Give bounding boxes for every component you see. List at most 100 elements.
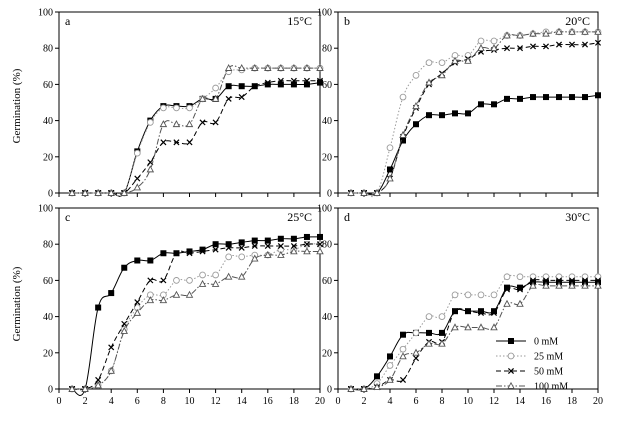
panel-b-series-3-point-16-stroke-b: [542, 43, 550, 50]
panel-d-series-4-point-6: [412, 348, 420, 356]
panel-c-ytick-label-1: 20: [43, 348, 53, 359]
panel-c-series-3-point-13-stroke-b: [225, 244, 232, 251]
panel-d-ytick-label-5: 100: [317, 204, 332, 215]
panel-b-series-1-point-8: [438, 112, 445, 119]
panel-a-series-4-point-12: [211, 94, 220, 102]
panel-c-series-4-point-14: [237, 272, 246, 280]
panel-c-series-1-point-7: [147, 257, 154, 264]
panel-b-series-4-point-11: [477, 44, 485, 52]
panel-c-series-3-point-20-stroke-b: [316, 241, 324, 248]
panel-c-series-3-point-9: [173, 250, 180, 257]
panel-a-series-3-point-17-stroke-b: [277, 77, 284, 84]
panel-a-series-3-point-13-stroke-b: [225, 95, 232, 102]
panel-d-xtick-label-6: 12: [489, 396, 499, 407]
panel-a-series-4-point-2: [81, 188, 89, 196]
panel-c-series-3: [69, 241, 324, 393]
panel-d-series-4-point-12: [490, 323, 498, 331]
panel-b-ytick-label-4: 80: [322, 44, 332, 55]
panel-a-series-3-point-8: [160, 139, 167, 146]
panel-a-ytick-label-3: 60: [43, 80, 53, 91]
panel-c-series-4: [68, 247, 324, 392]
panel-c-series-3-point-19-stroke-b: [303, 241, 310, 248]
panel-b-series-1-point-4: [386, 166, 393, 173]
panel-a-series-3-point-9-stroke-b: [173, 139, 180, 146]
panel-d-series-4-point-2: [360, 384, 368, 392]
panel-a-series-4-point-18: [290, 63, 298, 71]
panel-c-xtick-label-5: 10: [185, 396, 195, 407]
panel-d-series-1-point-7: [425, 329, 432, 336]
panel-b-series-1-point-18: [569, 94, 576, 101]
panel-b-series-4-point-6: [412, 101, 420, 109]
panel-a-series-1-point-14: [238, 83, 245, 90]
panel-d-series-3-point-14: [516, 286, 524, 293]
panel-d-series-3-point-14-stroke-b: [516, 286, 524, 293]
panel-d-ytick-label-1: 20: [322, 348, 332, 359]
panel-d-series-3-point-10: [464, 308, 472, 315]
panel-b-series-3-point-16: [542, 43, 550, 50]
panel-c-xtick-label-6: 12: [211, 396, 221, 407]
panel-a-ytick-label-5: 100: [38, 8, 53, 19]
panel-d-series-3-point-6-stroke-b: [412, 355, 420, 362]
panel-d-series-2-point-4: [386, 362, 394, 369]
panel-c-series-3-point-11: [199, 248, 206, 255]
panel-d-series-3-point-20: [594, 277, 602, 284]
panel-a-series-3-point-19-stroke-b: [303, 77, 310, 84]
panel-a-series-3-point-14-stroke-b: [238, 94, 245, 101]
panel-c-series-3-line: [72, 243, 321, 391]
panel-c-series-4-point-13: [224, 272, 233, 280]
panel-a-series-1-point-17: [277, 81, 284, 88]
panel-a-series-4-point-16: [264, 63, 272, 71]
panel-c-series-3-point-8-stroke-b: [160, 277, 167, 284]
legend: 0 mM 25 mM 50 mM 100 mM: [496, 337, 568, 393]
panel-a-series-4-point-11: [198, 94, 207, 102]
panel-d-series-4-point-5: [399, 352, 407, 360]
panel-c-series-4-point-9: [172, 290, 181, 298]
panel-b-series-4-point-13: [503, 31, 511, 39]
legend-entry-2: 25 mM: [496, 352, 563, 363]
panel-b-series-3-point-17-stroke-b: [555, 41, 563, 48]
panel-b-series-4-point-5: [399, 130, 407, 138]
panel-b-series-1: [347, 92, 602, 196]
panel-b-series-3-point-13: [503, 45, 511, 52]
panel-d-series-4-point-11: [477, 323, 485, 331]
panel-b-series-4-point-12: [490, 44, 498, 52]
panel-b-series-3-point-14: [516, 45, 524, 52]
panel-c-xtick-label-10: 20: [315, 396, 325, 407]
panel-b-series-3-point-20: [594, 39, 602, 46]
legend-label-3: 50 mM: [534, 367, 563, 378]
panel-a-series-3-point-10-stroke-b: [186, 139, 193, 146]
panel-d-series-4: [347, 281, 602, 392]
panel-a-series-4-point-3: [94, 188, 102, 196]
panel-a-series-3-point-6-stroke-b: [134, 175, 141, 182]
panel-b-series-4: [347, 27, 602, 196]
panel-a-series-2-point-7: [147, 119, 154, 126]
panel-d-xtick-label-3: 6: [414, 396, 419, 407]
panel-c-series-3-point-12-stroke-b: [212, 246, 219, 253]
panel-d-series-3-point-15-stroke-b: [529, 277, 537, 284]
panel-a-series-3-point-20: [316, 77, 324, 84]
panel-d-ytick-label-4: 80: [322, 240, 332, 251]
panel-b-series-1-point-16: [543, 94, 550, 101]
panel-c-series-4-point-12: [211, 279, 220, 287]
panel-a-ytick-label-0: 0: [48, 189, 53, 200]
panel-d-series-3-point-15: [529, 277, 537, 284]
panel-c-letter: c: [65, 210, 70, 224]
legend-entry-4: 100 mM: [496, 382, 568, 393]
panel-b-series-4-point-3: [373, 188, 381, 196]
panel-c-series-3-point-5: [121, 320, 128, 327]
panel-c-series-1-point-15: [251, 237, 258, 244]
panel-b-series-4-point-1: [347, 188, 355, 196]
panel-c-series-3-point-7-stroke-b: [147, 277, 154, 284]
panel-b-series-1-point-11: [477, 101, 484, 108]
panel-b-series-2-point-5: [399, 93, 407, 101]
panel-c-series-4-point-19: [303, 247, 311, 255]
panel-a-series-3-point-6: [134, 175, 141, 182]
panel-d-series-4-point-7: [425, 339, 433, 347]
panel-c-xtick-label-0: 0: [57, 396, 62, 407]
panel-d-ytick-label-2: 40: [322, 312, 332, 323]
panel-d-series-3-point-20-stroke-b: [594, 277, 602, 284]
panel-a-series-3-point-8-stroke-b: [160, 139, 167, 146]
panel-b-series-2-point-4: [386, 144, 394, 152]
panel-d-xtick-label-10: 20: [593, 396, 603, 407]
panel-c-series-4-point-6: [133, 308, 142, 316]
